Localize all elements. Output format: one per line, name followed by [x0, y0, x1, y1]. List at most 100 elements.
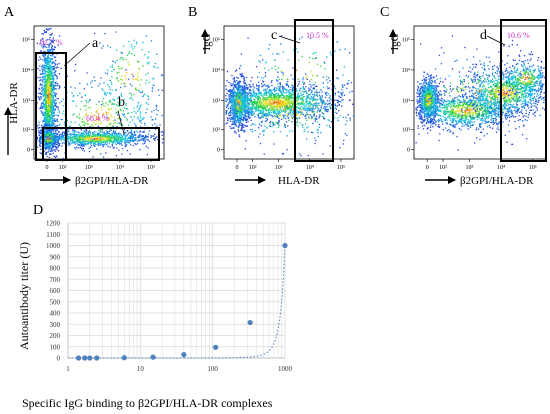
event-dot — [233, 121, 235, 124]
event-dot — [136, 140, 139, 142]
event-dot — [49, 125, 52, 127]
event-dot — [57, 140, 59, 142]
event-dot — [241, 127, 243, 129]
event-dot — [130, 44, 132, 46]
event-dot — [46, 117, 48, 119]
event-dot — [84, 142, 86, 145]
event-dot — [115, 134, 117, 137]
event-dot — [47, 93, 50, 96]
event-dot — [89, 133, 92, 135]
event-dot — [62, 98, 65, 100]
event-dot — [148, 130, 150, 132]
event-dot — [244, 80, 246, 82]
event-dot — [308, 90, 310, 92]
event-dot — [265, 96, 267, 99]
event-dot — [48, 64, 51, 66]
event-dot — [47, 53, 49, 55]
event-dot — [46, 125, 48, 127]
event-dot — [311, 117, 313, 119]
event-dot — [54, 143, 56, 146]
event-dot — [44, 72, 46, 74]
event-dot — [90, 139, 92, 141]
event-dot — [333, 85, 335, 88]
event-dot — [283, 86, 285, 88]
event-dot — [40, 138, 43, 141]
event-dot — [229, 90, 231, 92]
event-dot — [142, 139, 144, 141]
event-dot — [47, 140, 50, 142]
event-dot — [335, 99, 337, 101]
event-dot — [238, 85, 240, 87]
event-dot — [123, 129, 126, 131]
event-dot — [76, 134, 78, 136]
event-dot — [330, 99, 332, 101]
event-dot — [40, 97, 42, 100]
event-dot — [128, 52, 130, 55]
event-dot — [51, 95, 53, 97]
event-dot — [234, 111, 236, 113]
event-dot — [247, 103, 249, 105]
event-dot — [41, 65, 43, 67]
event-dot — [51, 144, 54, 147]
event-dot — [228, 114, 230, 116]
event-dot — [51, 98, 54, 100]
panel-letter-b: B — [188, 5, 197, 20]
event-dot — [275, 99, 277, 101]
event-dot — [231, 96, 233, 98]
event-dot — [56, 125, 58, 127]
event-dot — [232, 106, 234, 108]
event-dot — [40, 107, 42, 109]
event-dot — [156, 125, 158, 127]
event-dot — [321, 96, 323, 98]
event-dot — [87, 143, 89, 145]
event-dot — [47, 122, 49, 124]
event-dot — [292, 89, 295, 91]
event-dot — [52, 111, 54, 113]
event-dot — [157, 89, 160, 91]
event-dot — [297, 98, 299, 100]
event-dot — [129, 153, 131, 155]
event-dot — [231, 124, 233, 126]
event-dot — [309, 109, 311, 111]
event-dot — [90, 112, 92, 114]
event-dot — [232, 94, 234, 96]
event-dot — [253, 112, 255, 114]
event-dot — [138, 139, 141, 141]
event-dot — [50, 106, 52, 108]
event-dot — [48, 131, 50, 133]
event-dot — [49, 75, 51, 77]
event-dot — [139, 139, 142, 141]
event-dot — [49, 87, 51, 89]
event-dot — [130, 136, 132, 138]
event-dot — [41, 68, 43, 70]
event-dot — [103, 132, 106, 134]
event-dot — [131, 111, 133, 114]
event-dot — [116, 97, 119, 99]
event-dot — [272, 124, 275, 126]
event-dot — [126, 139, 128, 141]
event-dot — [125, 102, 127, 105]
event-dot — [110, 108, 112, 110]
event-dot — [286, 107, 288, 109]
event-dot — [42, 89, 44, 91]
event-dot — [73, 141, 75, 143]
event-dot — [252, 90, 255, 92]
event-dot — [50, 98, 52, 100]
event-dot — [131, 134, 133, 136]
event-dot — [244, 104, 247, 107]
event-dot — [252, 111, 254, 113]
event-dot — [51, 87, 53, 89]
event-dot — [50, 105, 52, 107]
event-dot — [102, 104, 104, 107]
event-dot — [253, 106, 255, 108]
event-dot — [100, 122, 102, 124]
event-dot — [44, 98, 46, 100]
event-dot — [260, 106, 262, 109]
event-dot — [233, 89, 235, 91]
event-dot — [227, 104, 229, 106]
event-dot — [259, 100, 261, 102]
gate-percent-a: 61.7 % — [40, 38, 63, 47]
event-dot — [60, 118, 62, 121]
event-dot — [117, 138, 119, 140]
